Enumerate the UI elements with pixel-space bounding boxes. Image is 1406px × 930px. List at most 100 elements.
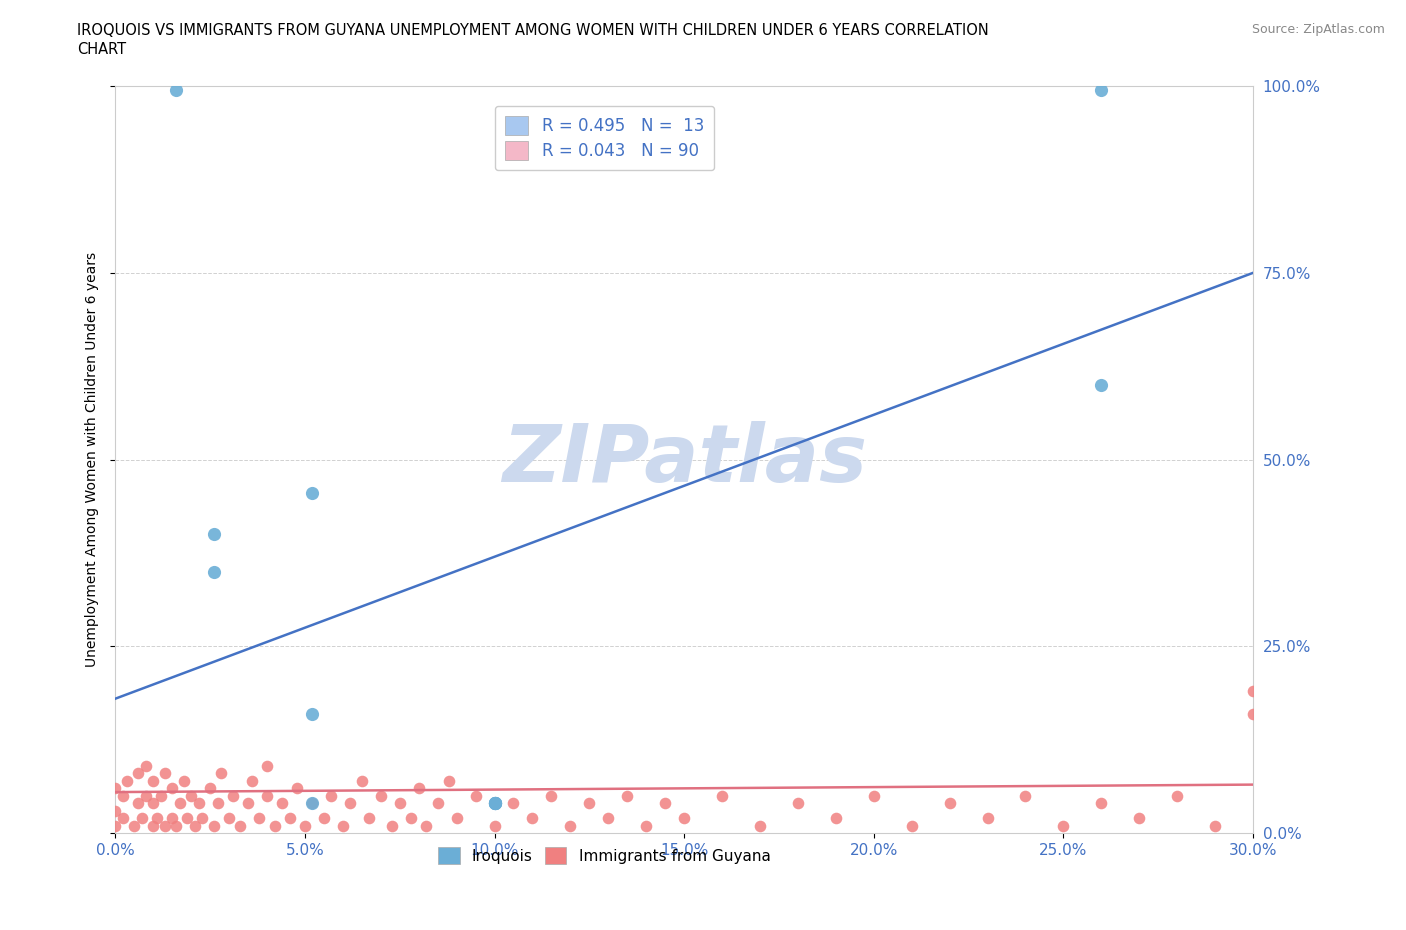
Point [278, 811, 301, 826]
Point [1128, 811, 1150, 826]
Point [301, 796, 323, 811]
Point [301, 485, 323, 500]
Point [711, 789, 734, 804]
Point [169, 796, 191, 811]
Point [464, 789, 486, 804]
Point [359, 811, 381, 826]
Point [415, 818, 437, 833]
Point [146, 811, 169, 826]
Point [153, 818, 176, 833]
Point [1090, 83, 1112, 98]
Point [131, 811, 153, 826]
Point [187, 796, 209, 811]
Point [256, 789, 278, 804]
Point [176, 811, 198, 826]
Point [104, 818, 127, 833]
Point [149, 789, 172, 804]
Point [111, 811, 134, 826]
Point [294, 818, 316, 833]
Point [370, 789, 392, 804]
Point [184, 818, 207, 833]
Point [211, 766, 233, 781]
Point [191, 811, 214, 826]
Point [1014, 789, 1036, 804]
Point [127, 796, 149, 811]
Point [484, 796, 506, 811]
Text: Source: ZipAtlas.com: Source: ZipAtlas.com [1251, 23, 1385, 36]
Point [484, 818, 506, 833]
Point [115, 774, 138, 789]
Point [301, 796, 323, 811]
Point [1052, 818, 1074, 833]
Point [426, 796, 449, 811]
Point [142, 774, 165, 789]
Point [240, 774, 263, 789]
Point [654, 796, 676, 811]
Point [247, 811, 270, 826]
Point [522, 811, 544, 826]
Point [165, 83, 187, 98]
Point [976, 811, 998, 826]
Point [202, 565, 225, 579]
Point [824, 811, 846, 826]
Point [900, 818, 922, 833]
Point [222, 789, 245, 804]
Point [598, 811, 620, 826]
Point [1166, 789, 1188, 804]
Point [502, 796, 524, 811]
Text: IROQUOIS VS IMMIGRANTS FROM GUYANA UNEMPLOYMENT AMONG WOMEN WITH CHILDREN UNDER : IROQUOIS VS IMMIGRANTS FROM GUYANA UNEMP… [77, 23, 988, 38]
Point [484, 796, 506, 811]
Point [636, 818, 658, 833]
Point [749, 818, 772, 833]
Legend: Iroquois, Immigrants from Guyana: Iroquois, Immigrants from Guyana [432, 841, 776, 870]
Point [135, 789, 157, 804]
Point [236, 796, 259, 811]
Text: CHART: CHART [77, 42, 127, 57]
Point [271, 796, 294, 811]
Point [938, 796, 960, 811]
Point [786, 796, 808, 811]
Point [388, 796, 411, 811]
Point [381, 818, 404, 833]
Point [578, 796, 600, 811]
Point [285, 781, 308, 796]
Point [104, 804, 127, 818]
Point [122, 818, 145, 833]
Point [321, 789, 343, 804]
Y-axis label: Unemployment Among Women with Children Under 6 years: Unemployment Among Women with Children U… [86, 252, 100, 667]
Point [862, 789, 884, 804]
Point [616, 789, 638, 804]
Point [484, 796, 506, 811]
Point [1241, 684, 1264, 698]
Point [229, 818, 252, 833]
Point [198, 781, 221, 796]
Point [1241, 706, 1264, 721]
Point [142, 818, 165, 833]
Point [165, 818, 187, 833]
Point [202, 527, 225, 542]
Point [339, 796, 361, 811]
Point [540, 789, 562, 804]
Point [142, 796, 165, 811]
Point [332, 818, 354, 833]
Point [173, 774, 195, 789]
Point [1090, 378, 1112, 392]
Point [180, 789, 202, 804]
Point [1090, 796, 1112, 811]
Point [207, 796, 229, 811]
Point [437, 774, 460, 789]
Point [350, 774, 373, 789]
Point [218, 811, 240, 826]
Point [153, 766, 176, 781]
Point [135, 759, 157, 774]
Point [256, 759, 278, 774]
Point [202, 818, 225, 833]
Point [408, 781, 430, 796]
Point [104, 781, 127, 796]
Point [446, 811, 468, 826]
Point [312, 811, 335, 826]
Point [301, 706, 323, 721]
Point [673, 811, 696, 826]
Point [111, 789, 134, 804]
Text: ZIPatlas: ZIPatlas [502, 420, 866, 498]
